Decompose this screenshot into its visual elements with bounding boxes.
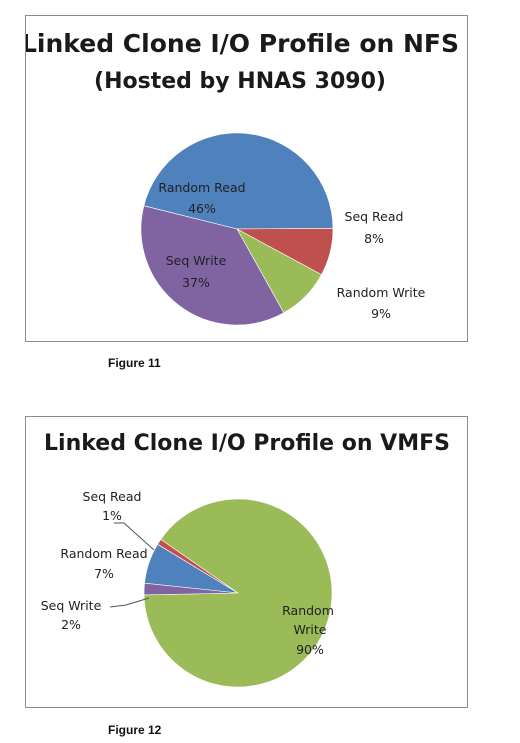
figure-caption: Figure 12: [108, 723, 162, 737]
pie-slice-seq-write: [140, 205, 285, 326]
data-labels: Seq Read 1% Random Read 7% Seq Write 2% …: [41, 489, 338, 657]
chart-nfs: Linked Clone I/O Profile on NFS (Hosted …: [25, 15, 468, 342]
leader-line-seq-read: [114, 522, 155, 551]
label-random-write-line2: Write: [293, 622, 326, 637]
chart-subtitle: (Hosted by HNAS 3090): [94, 69, 386, 94]
label-seq-write-name: Seq Write: [41, 598, 102, 613]
leader-lines: [109, 522, 155, 608]
label-random-write-line1: Random: [282, 603, 334, 618]
label-random-write-pct: 9%: [371, 306, 391, 321]
chart-vmfs-svg: Linked Clone I/O Profile on VMFS Seq Rea…: [41, 431, 450, 688]
label-seq-write-pct: 37%: [182, 275, 210, 290]
label-random-write-name: Random Write: [282, 603, 338, 637]
label-seq-read-pct: 8%: [364, 231, 384, 246]
pie-slice-random-read: [143, 132, 334, 230]
chart-nfs-svg: Linked Clone I/O Profile on NFS (Hosted …: [26, 29, 459, 326]
chart-title: Linked Clone I/O Profile on NFS: [26, 29, 459, 58]
pie-slice-seq-write: [143, 582, 239, 596]
label-random-read-pct: 7%: [94, 566, 114, 581]
figure-caption: Figure 11: [108, 356, 161, 370]
label-random-read-name: Random Read: [158, 180, 245, 195]
label-random-write-name: Random Write: [337, 285, 426, 300]
label-random-write-pct: 90%: [296, 642, 324, 657]
label-random-read-pct: 46%: [188, 201, 216, 216]
label-seq-write-pct: 2%: [61, 617, 81, 632]
leader-line-seq-write: [109, 597, 150, 608]
chart-vmfs: Linked Clone I/O Profile on VMFS Seq Rea…: [25, 416, 468, 708]
label-seq-read-pct: 1%: [102, 508, 122, 523]
pie-slices: [143, 498, 333, 688]
data-labels: Random Read 46% Seq Read 8% Random Write…: [158, 180, 425, 321]
label-seq-read-name: Seq Read: [345, 209, 404, 224]
label-seq-write-name: Seq Write: [166, 253, 227, 268]
label-random-read-name: Random Read: [60, 546, 147, 561]
label-seq-read-name: Seq Read: [83, 489, 142, 504]
chart-title: Linked Clone I/O Profile on VMFS: [44, 431, 450, 456]
pie-slices: [140, 132, 334, 326]
